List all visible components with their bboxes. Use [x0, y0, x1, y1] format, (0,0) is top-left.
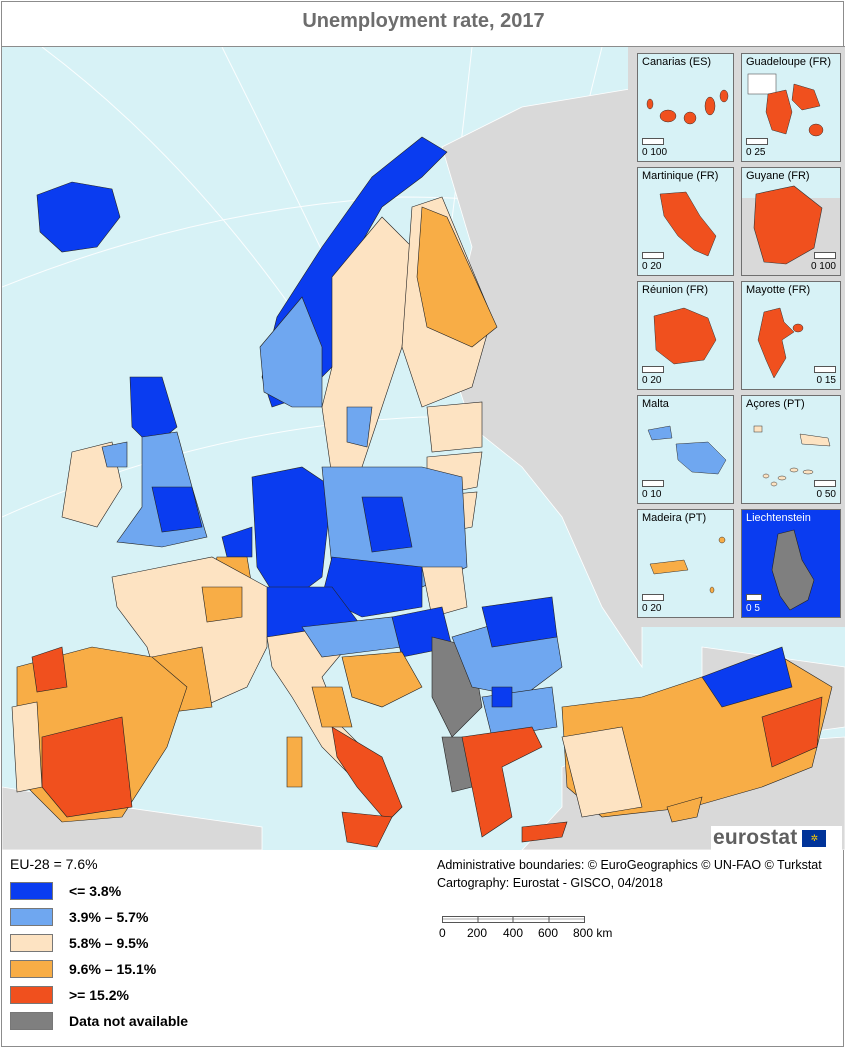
inset-scale: 0 5 [746, 594, 762, 614]
scale-tick: 600 [538, 926, 559, 940]
inset-label: Liechtenstein [746, 512, 811, 524]
legend-swatch [10, 934, 53, 952]
scale-labels: 0 200 400 600 800 km [439, 926, 642, 942]
inset-madeira: Madeira (PT) 0 20 [637, 509, 734, 618]
legend-item: Data not available [10, 1010, 188, 1032]
legend-item: <= 3.8% [10, 880, 188, 902]
legend-label: 5.8% – 9.5% [69, 935, 149, 951]
legend-item: 9.6% – 15.1% [10, 958, 188, 980]
inset-scale: 0 20 [642, 252, 664, 272]
inset-scale: 0 100 [642, 138, 667, 158]
legend-swatch [10, 960, 53, 978]
legend-item: >= 15.2% [10, 984, 188, 1006]
inset-liechtenstein: Liechtenstein 0 5 [741, 509, 841, 618]
legend-label: 9.6% – 15.1% [69, 961, 157, 977]
inset-label: Canarias (ES) [642, 56, 712, 68]
inset-scale: 0 15 [814, 366, 836, 386]
legend-item: 5.8% – 9.5% [10, 932, 188, 954]
inset-scale: 0 10 [642, 480, 664, 500]
legend-label: Data not available [69, 1013, 189, 1029]
inset-label: Martinique (FR) [642, 170, 719, 182]
eurostat-logo-text: eurostat [713, 826, 798, 849]
scale-tick: 0 [439, 926, 446, 940]
inset-label: Madeira (PT) [642, 512, 707, 524]
inset-label: Açores (PT) [746, 398, 805, 410]
inset-scale: 0 100 [811, 252, 836, 272]
map-legend: EU-28 = 7.6% <= 3.8% 3.9% – 5.7% 5.8% – … [10, 856, 188, 1036]
legend-swatch [10, 882, 53, 900]
iceland [36, 181, 121, 253]
reunion-shape [653, 307, 717, 365]
scale-tick: 400 [503, 926, 524, 940]
legend-swatch [10, 908, 53, 926]
legend-label: 3.9% – 5.7% [69, 909, 149, 925]
inset-scale: 0 25 [746, 138, 768, 158]
eurostat-logo: eurostat ✲ [711, 826, 842, 850]
scale-tick: 200 [467, 926, 488, 940]
guyane-shape [742, 168, 840, 265]
inset-label: Malta [642, 398, 669, 410]
inset-scale: 0 20 [642, 366, 664, 386]
liechtenstein-shape [771, 529, 815, 611]
inset-guyane: Guyane (FR) 0 100 [741, 167, 841, 276]
europe-map-graphic [2, 47, 845, 850]
eu-flag-icon: ✲ [802, 829, 827, 847]
legend-eu-average: EU-28 = 7.6% [10, 856, 98, 872]
legend-item: 3.9% – 5.7% [10, 906, 188, 928]
martinique-shape [659, 191, 717, 257]
inset-acores: Açores (PT) 0 50 [741, 395, 841, 504]
title-divider [2, 46, 845, 47]
legend-label: <= 3.8% [69, 883, 122, 899]
credits-boundaries: Administrative boundaries: © EuroGeograp… [437, 858, 822, 872]
inset-label: Mayotte (FR) [746, 284, 811, 296]
legend-label: >= 15.2% [69, 987, 129, 1003]
inset-label: Guadeloupe (FR) [746, 56, 831, 68]
inset-malta: Malta 0 10 [637, 395, 734, 504]
inset-reunion: Réunion (FR) 0 20 [637, 281, 734, 390]
inset-canarias: Canarias (ES) 0 100 [637, 53, 734, 162]
inset-mayotte: Mayotte (FR) 0 15 [741, 281, 841, 390]
map-title: Unemployment rate, 2017 [302, 10, 545, 32]
legend-swatch [10, 1012, 53, 1030]
inset-guadeloupe: Guadeloupe (FR) 0 25 [741, 53, 841, 162]
canarias-shape [646, 89, 729, 125]
malta-shape [647, 425, 727, 475]
scale-tick: 800 km [573, 926, 613, 940]
credits-cartography: Cartography: Eurostat - GISCO, 04/2018 [437, 876, 663, 890]
acores-shape [753, 425, 831, 487]
legend-swatch [10, 986, 53, 1004]
map-credits: Administrative boundaries: © EuroGeograp… [437, 856, 822, 892]
inset-scale: 0 20 [642, 594, 664, 614]
inset-label: Réunion (FR) [642, 284, 709, 296]
inset-martinique: Martinique (FR) 0 20 [637, 167, 734, 276]
scale-bar-graphic [442, 916, 585, 923]
mayotte-shape [757, 307, 804, 379]
madeira-shape [649, 536, 726, 594]
cyprus [666, 796, 703, 823]
guadeloupe-shape [747, 73, 824, 137]
inset-scale: 0 50 [814, 480, 836, 500]
inset-label: Guyane (FR) [746, 170, 810, 182]
scale-bar: 0 200 400 600 800 km [439, 916, 642, 942]
